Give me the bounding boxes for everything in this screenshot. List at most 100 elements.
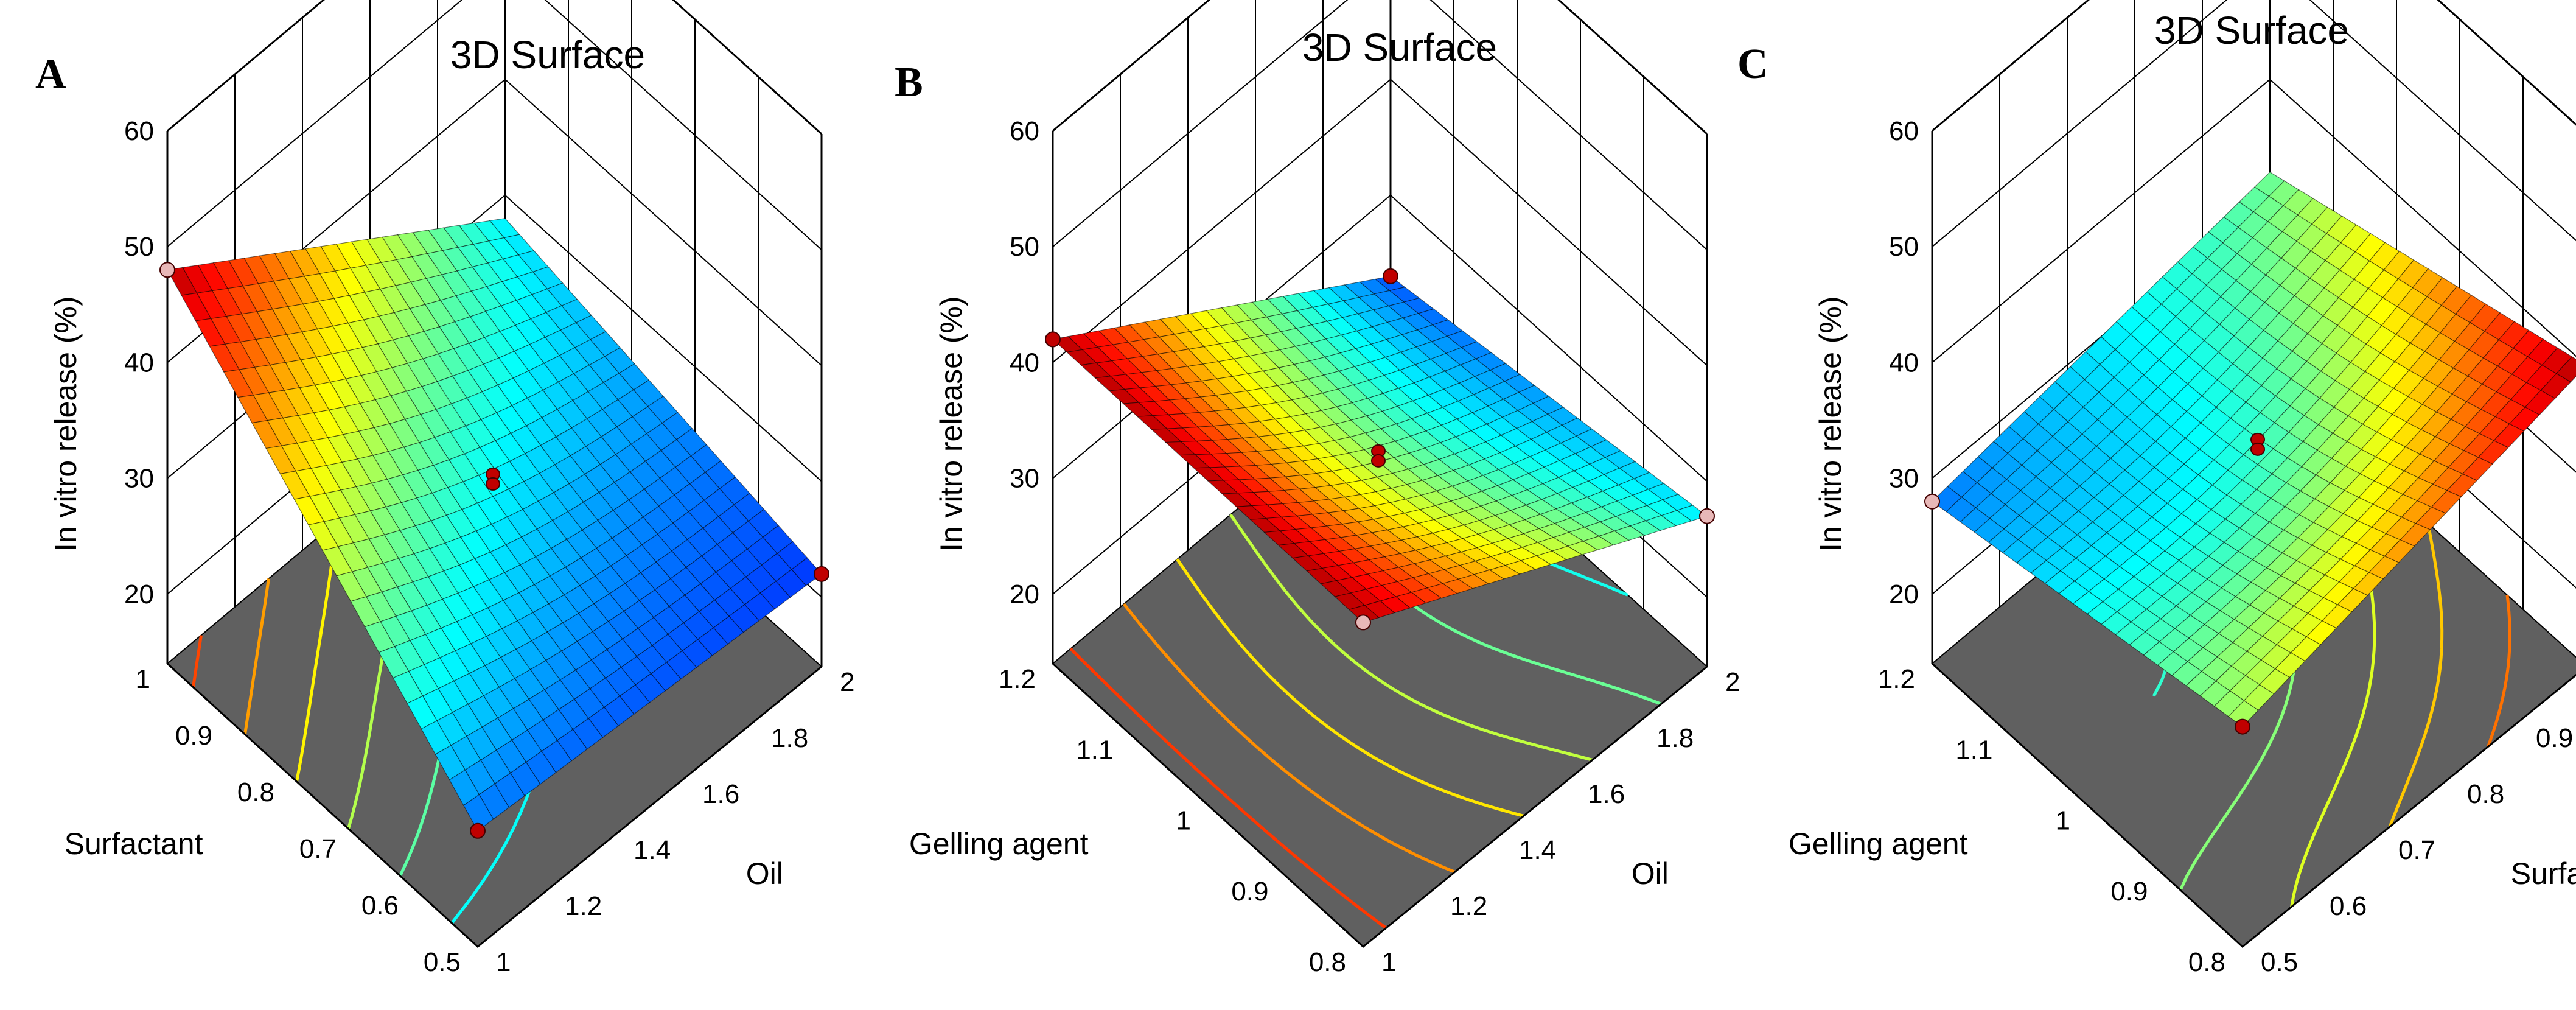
- left-axis-tick-label: 1: [2056, 806, 2070, 836]
- z-tick-label: 20: [124, 580, 154, 609]
- design-point: [1355, 614, 1371, 631]
- left-axis-tick-label: 1.1: [1955, 735, 1992, 765]
- right-axis-tick-label: 2: [1725, 667, 1740, 697]
- right-axis-tick-label: 0.9: [2536, 723, 2573, 753]
- design-point: [159, 262, 175, 278]
- design-point: [486, 477, 500, 491]
- z-tick-label: 60: [124, 116, 154, 146]
- z-tick-label: 20: [1889, 580, 1919, 609]
- z-axis-label: In vitro release (%): [49, 296, 83, 552]
- design-point: [2235, 718, 2250, 735]
- left-axis-tick-label: 0.5: [424, 947, 461, 977]
- right-axis-tick-label: 1.6: [1588, 779, 1625, 809]
- z-tick-label: 30: [1889, 464, 1919, 494]
- design-point: [2250, 442, 2265, 456]
- right-axis-tick-label: 1.4: [634, 835, 671, 865]
- z-axis-ticks: 20 30 40 50 60: [1889, 116, 1919, 609]
- z-tick-label: 40: [1010, 348, 1039, 377]
- right-axis-tick-label: 0.7: [2398, 835, 2435, 865]
- design-point: [1383, 268, 1398, 284]
- design-points: [159, 262, 829, 839]
- right-axis-label: Oil: [746, 857, 783, 891]
- z-grid-line: [1932, 0, 2576, 247]
- box-top-edge: [1932, 0, 2576, 132]
- response-surface: [1052, 276, 1708, 623]
- contour-line: [1176, 558, 1524, 818]
- contour-line: [1069, 647, 1387, 930]
- panel-title: 3D Surface: [2154, 9, 2349, 52]
- right-axis-ticks: 1 1.2 1.4 1.6 1.8 2: [496, 667, 854, 977]
- left-axis-tick-label: 0.7: [299, 834, 337, 864]
- right-axis-tick-label: 0.6: [2330, 891, 2367, 921]
- contour-line: [1229, 513, 1593, 762]
- right-axis-tick-label: 1.4: [1519, 835, 1556, 865]
- left-axis-ticks: 0.5 0.6 0.7 0.8 0.9 1: [136, 664, 461, 977]
- z-tick-label: 60: [1010, 116, 1039, 146]
- z-tick-label: 20: [1010, 580, 1039, 609]
- z-tick-label: 50: [1010, 232, 1039, 262]
- contour-line: [2388, 523, 2444, 827]
- left-axis-tick-label: 0.6: [361, 891, 399, 921]
- panel-letter: A: [35, 51, 66, 98]
- left-axis-label: Gelling agent: [1789, 827, 1968, 861]
- left-axis-tick-label: 1: [136, 664, 150, 694]
- right-axis-tick-label: 1.8: [1656, 723, 1694, 753]
- right-axis-ticks: 0.50.60.70.80.91: [2261, 723, 2573, 977]
- z-axis-ticks: 20 30 40 50 60: [1010, 116, 1039, 609]
- panel-title: 3D Surface: [450, 33, 645, 77]
- z-grid-line: [167, 0, 822, 250]
- z-axis-ticks: 20 30 40 50 60: [124, 116, 154, 609]
- left-axis-tick-label: 0.8: [1309, 947, 1346, 977]
- right-axis-tick-label: 2: [840, 667, 854, 697]
- right-axis-tick-label: 1.6: [702, 779, 739, 809]
- design-point: [1045, 331, 1061, 348]
- z-axis-label: In vitro release (%): [1813, 296, 1848, 552]
- contour-line: [243, 578, 270, 735]
- left-axis-tick-label: 1.2: [999, 664, 1036, 694]
- right-axis-label: Surfactant: [2511, 857, 2576, 891]
- right-axis-ticks: 1 1.2 1.4 1.6 1.8 2: [1381, 667, 1740, 977]
- z-tick-label: 50: [124, 232, 154, 262]
- z-tick-label: 60: [1889, 116, 1919, 146]
- response-surface: [1932, 171, 2576, 728]
- z-tick-label: 40: [1889, 348, 1919, 377]
- response-surface: [167, 218, 822, 832]
- contour-line: [192, 635, 203, 688]
- design-point: [1699, 508, 1715, 524]
- z-grid-line: [1052, 0, 1708, 250]
- box-top-edge: [167, 0, 823, 135]
- left-axis-tick-label: 0.9: [2110, 877, 2148, 907]
- right-axis-tick-label: 1: [496, 947, 511, 977]
- box-top-edge: [1052, 0, 1708, 135]
- right-axis-tick-label: 1.2: [565, 891, 602, 921]
- z-tick-label: 30: [1010, 464, 1039, 494]
- design-points: [1924, 432, 2265, 735]
- floor-front-edges: [1931, 662, 2576, 948]
- left-axis-tick-label: 0.9: [175, 721, 212, 751]
- floor-front-edges: [166, 662, 822, 948]
- z-axis-label: In vitro release (%): [934, 296, 968, 552]
- left-axis-ticks: 0.8 0.9 1 1.1 1.2: [1878, 664, 2225, 977]
- right-axis-label: Oil: [1632, 857, 1669, 891]
- floor-front-edges: [1052, 662, 1708, 948]
- design-point: [814, 566, 829, 582]
- design-point: [1371, 454, 1386, 468]
- right-axis-tick-label: 0.5: [2261, 947, 2298, 977]
- z-tick-label: 30: [124, 464, 154, 494]
- left-axis-label: Surfactant: [65, 827, 203, 861]
- right-axis-tick-label: 0.8: [2467, 779, 2504, 809]
- design-points: [1045, 268, 1715, 631]
- z-tick-label: 50: [1889, 232, 1919, 262]
- right-axis-tick-label: 1.8: [771, 723, 808, 753]
- left-axis-tick-label: 1: [1176, 806, 1191, 836]
- panel-b: 20 30 40 50 60 In vitro release (%) 0.8 0.9 1 1.1…: [895, 0, 1740, 977]
- left-axis-tick-label: 0.9: [1231, 877, 1268, 907]
- right-axis-tick-label: 1: [1381, 947, 1396, 977]
- contour-line: [1122, 603, 1456, 874]
- panel-title: 3D Surface: [1302, 26, 1497, 69]
- design-point: [470, 822, 486, 839]
- panel-letter: C: [1737, 41, 1768, 88]
- left-axis-tick-label: 0.8: [237, 777, 274, 807]
